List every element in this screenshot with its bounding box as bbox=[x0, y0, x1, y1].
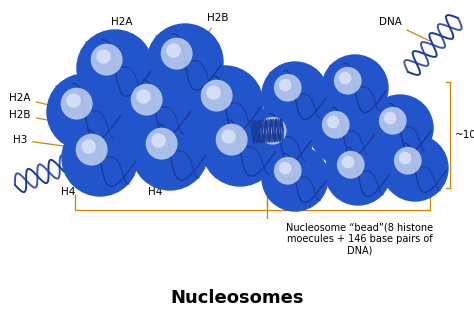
Circle shape bbox=[264, 122, 276, 134]
Text: H2A: H2A bbox=[111, 17, 139, 56]
Circle shape bbox=[322, 55, 388, 121]
Circle shape bbox=[259, 117, 287, 145]
Circle shape bbox=[76, 134, 108, 166]
Circle shape bbox=[399, 152, 411, 164]
Circle shape bbox=[334, 67, 362, 94]
Circle shape bbox=[262, 62, 328, 128]
Circle shape bbox=[394, 147, 421, 175]
Text: ~10nm: ~10nm bbox=[455, 130, 474, 140]
Circle shape bbox=[342, 156, 355, 168]
Circle shape bbox=[47, 74, 123, 150]
Circle shape bbox=[166, 43, 181, 58]
Circle shape bbox=[279, 162, 292, 174]
Circle shape bbox=[91, 44, 123, 76]
Circle shape bbox=[322, 111, 350, 139]
Circle shape bbox=[310, 99, 376, 165]
Circle shape bbox=[62, 120, 138, 196]
Text: H3: H3 bbox=[13, 135, 75, 148]
Circle shape bbox=[382, 135, 448, 201]
Circle shape bbox=[202, 110, 278, 186]
Circle shape bbox=[279, 79, 292, 91]
Circle shape bbox=[96, 49, 111, 64]
Circle shape bbox=[337, 151, 365, 179]
Circle shape bbox=[82, 139, 96, 154]
Circle shape bbox=[327, 116, 339, 128]
Text: H2B: H2B bbox=[9, 110, 72, 125]
Circle shape bbox=[325, 139, 391, 205]
Circle shape bbox=[367, 95, 433, 161]
Circle shape bbox=[151, 133, 166, 148]
Circle shape bbox=[201, 80, 233, 112]
Circle shape bbox=[274, 157, 301, 185]
Circle shape bbox=[66, 94, 81, 108]
Circle shape bbox=[262, 145, 328, 211]
Circle shape bbox=[379, 107, 407, 135]
Circle shape bbox=[247, 105, 313, 171]
Circle shape bbox=[146, 128, 178, 160]
Text: H2A: H2A bbox=[9, 93, 75, 111]
Circle shape bbox=[61, 88, 92, 119]
Text: DNA: DNA bbox=[379, 17, 429, 41]
Text: Nucleosomes: Nucleosomes bbox=[170, 289, 304, 307]
Circle shape bbox=[147, 24, 223, 100]
Circle shape bbox=[206, 85, 221, 100]
Circle shape bbox=[161, 38, 192, 70]
Circle shape bbox=[77, 30, 153, 106]
Circle shape bbox=[216, 124, 247, 155]
Text: Nucleosome “bead”(8 histone
moecules + 146 base pairs of
DNA): Nucleosome “bead”(8 histone moecules + 1… bbox=[286, 222, 434, 255]
Circle shape bbox=[132, 114, 208, 190]
Text: H4: H4 bbox=[148, 162, 169, 197]
Text: H4: H4 bbox=[61, 167, 98, 197]
Circle shape bbox=[137, 89, 151, 104]
Text: Linker DNA: Linker DNA bbox=[241, 165, 299, 175]
Circle shape bbox=[384, 112, 396, 124]
Circle shape bbox=[131, 84, 163, 116]
Circle shape bbox=[117, 70, 193, 146]
Circle shape bbox=[187, 66, 263, 142]
Circle shape bbox=[274, 74, 301, 102]
Text: H2B: H2B bbox=[197, 13, 229, 50]
Circle shape bbox=[221, 130, 236, 144]
Circle shape bbox=[339, 72, 351, 84]
